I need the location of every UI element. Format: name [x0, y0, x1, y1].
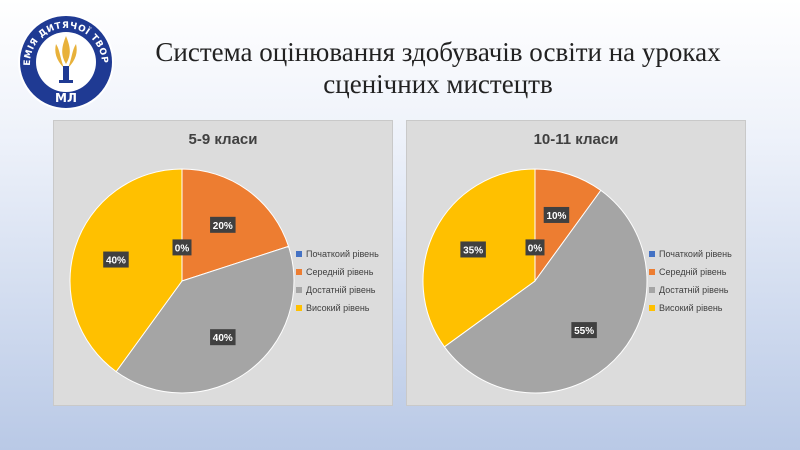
- torch-emblem: [55, 36, 77, 83]
- legend-swatch: [296, 269, 302, 275]
- pie-slice-high: [422, 168, 536, 348]
- data-label-box: [543, 206, 570, 223]
- pie-slice-sufficient: [115, 245, 295, 394]
- legend-label: Середній рівень: [306, 267, 374, 277]
- logo-monogram: МЛ: [55, 91, 77, 105]
- pie-slice-high: [69, 168, 183, 373]
- legend-item-initial: Початкоий рівень: [649, 245, 732, 263]
- data-label-box: [210, 216, 236, 233]
- legend-label: Початкоий рівень: [659, 249, 732, 259]
- legend-item-medium: Середній рівень: [649, 263, 732, 281]
- data-label-sufficient: 40%: [210, 329, 236, 346]
- legend-item-sufficient: Достатній рівень: [296, 281, 379, 299]
- data-label-initial: 0%: [172, 239, 192, 256]
- data-label-text: 55%: [574, 326, 594, 337]
- title-line-2: сценічних мистецтв: [323, 69, 553, 99]
- chart-title: 10-11 класи: [533, 131, 619, 148]
- legend-item-medium: Середній рівень: [296, 263, 379, 281]
- chart-panel-5-9: 5-9 класи 0% 20% 40% 40% Початкоий рівень С…: [53, 120, 393, 406]
- data-label-text: 35%: [463, 245, 483, 256]
- legend-label: Достатній рівень: [306, 285, 376, 295]
- pie-chart-5-9: 0% 20% 40% 40%: [69, 168, 295, 394]
- title-line-1: Система оцінювання здобувачів освіти на …: [155, 37, 721, 67]
- data-label-medium: 20%: [210, 216, 236, 233]
- data-label-box: [460, 241, 486, 258]
- data-label-medium: 10%: [543, 206, 570, 223]
- data-label-text: 40%: [106, 256, 126, 267]
- data-label-box: [571, 322, 597, 339]
- data-label-initial: 0%: [525, 239, 545, 256]
- data-label-text: 0%: [528, 243, 543, 254]
- legend-item-high: Високий рівень: [649, 299, 732, 317]
- legend-swatch: [296, 287, 302, 293]
- data-label-text: 20%: [213, 221, 233, 232]
- legend-swatch: [649, 305, 655, 311]
- legend-item-sufficient: Достатній рівень: [649, 281, 732, 299]
- legend-label: Початкоий рівень: [306, 249, 379, 259]
- chart-title: 5-9 класи: [188, 131, 258, 148]
- data-label-box: [172, 239, 192, 256]
- chart-legend: Початкоий рівень Середній рівень Достатн…: [649, 245, 732, 317]
- legend-item-high: Високий рівень: [296, 299, 379, 317]
- academy-logo: АКАДЕМІЯ ДИТЯЧОЇ ТВОРЧОСТІ МЛ: [10, 6, 114, 110]
- chart-legend: Початкоий рівень Середній рівень Достатн…: [296, 245, 379, 317]
- data-label-box: [210, 329, 236, 346]
- data-label-high: 40%: [103, 251, 129, 268]
- legend-swatch: [649, 287, 655, 293]
- data-label-sufficient: 55%: [571, 322, 597, 339]
- chart-panel-10-11: 10-11 класи 0% 10% 55% 35% Початкоий рівень…: [406, 120, 746, 406]
- legend-swatch: [296, 251, 302, 257]
- data-label-box: [525, 239, 545, 256]
- legend-label: Високий рівень: [659, 303, 723, 313]
- data-label-text: 40%: [213, 333, 233, 344]
- page-title: Система оцінювання здобувачів освіти на …: [118, 36, 758, 100]
- legend-swatch: [649, 269, 655, 275]
- legend-swatch: [649, 251, 655, 257]
- data-label-high: 35%: [460, 241, 486, 258]
- legend-swatch: [296, 305, 302, 311]
- legend-label: Високий рівень: [306, 303, 370, 313]
- legend-item-initial: Початкоий рівень: [296, 245, 379, 263]
- data-label-text: 10%: [546, 211, 566, 222]
- legend-label: Достатній рівень: [659, 285, 729, 295]
- data-label-text: 0%: [175, 243, 190, 254]
- pie-slice-sufficient: [443, 189, 648, 394]
- legend-label: Середній рівень: [659, 267, 727, 277]
- pie-chart-10-11: 0% 10% 55% 35%: [422, 168, 648, 394]
- data-label-box: [103, 251, 129, 268]
